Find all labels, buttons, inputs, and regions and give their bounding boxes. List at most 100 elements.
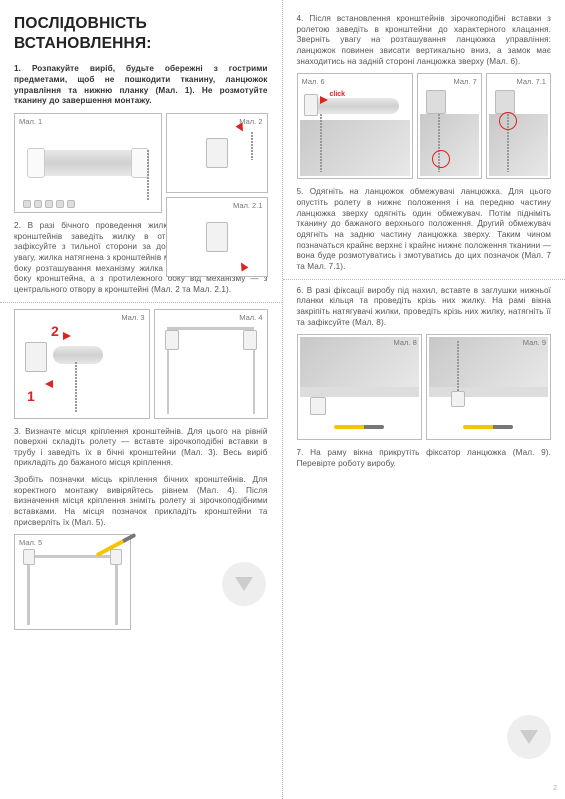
figure-4-graphic xyxy=(157,312,265,416)
chain xyxy=(251,132,253,160)
figure-9-label: Мал. 9 xyxy=(523,338,546,348)
figure-7-graphic xyxy=(420,76,479,176)
step-7-text: 7. На раму вікна прикрутіть фіксатор лан… xyxy=(297,448,552,469)
roller-tube xyxy=(53,346,103,364)
instruction-page: Послідовність встановлення: 1. Розпакуйт… xyxy=(0,0,565,799)
figure-1-label: Мал. 1 xyxy=(19,117,42,127)
figure-3-graphic: 1 2 xyxy=(17,312,147,416)
figure-2-1-label: Мал. 2.1 xyxy=(233,201,262,211)
chain xyxy=(147,150,149,200)
page-number: 2 xyxy=(553,784,557,793)
chain xyxy=(75,362,77,412)
bracket xyxy=(206,222,228,252)
bracket xyxy=(23,549,35,565)
frame-vertical xyxy=(167,350,169,414)
part xyxy=(56,200,64,208)
figure-7-1-graphic xyxy=(489,76,548,176)
arrow-icon xyxy=(63,332,71,340)
figure-row-1: Мал. 1 xyxy=(14,113,268,213)
step-3b-text: Зробіть позначки місць кріплення бічних … xyxy=(14,475,268,528)
roller-end-left xyxy=(27,148,45,178)
figure-5-graphic xyxy=(17,537,128,627)
roller-tube xyxy=(31,150,145,176)
step-1-body: 1. Розпакуйте виріб, будьте обережні з г… xyxy=(14,64,268,105)
figure-2-label: Мал. 2 xyxy=(239,117,262,127)
figure-7-label: Мал. 7 xyxy=(454,77,477,87)
screwdriver-icon xyxy=(463,425,513,429)
chain xyxy=(320,114,322,172)
figure-row-5: Мал. 8 Мал. 9 xyxy=(297,334,552,440)
step-6-text: 6. В разі фіксації виробу під нахил, вст… xyxy=(297,286,552,329)
marker-2: 2 xyxy=(51,322,59,340)
fabric xyxy=(420,114,479,176)
mechanism xyxy=(426,90,446,114)
figure-8-graphic xyxy=(300,337,419,437)
figure-8-label: Мал. 8 xyxy=(394,338,417,348)
figure-7-1: Мал. 7.1 xyxy=(486,73,551,179)
figure-6-graphic: click xyxy=(300,76,410,176)
figure-6-label: Мал. 6 xyxy=(302,77,325,87)
section-divider xyxy=(0,302,282,303)
bracket xyxy=(243,330,257,350)
step-3a-text: 3. Визначте місця кріплення кронштейнів.… xyxy=(14,427,268,470)
frame-vertical xyxy=(115,555,118,625)
small-parts xyxy=(23,200,75,208)
part xyxy=(34,200,42,208)
figure-3: Мал. 3 1 2 xyxy=(14,309,150,419)
figure-3-label: Мал. 3 xyxy=(121,313,144,323)
part xyxy=(23,200,31,208)
highlight-circle xyxy=(432,150,450,168)
step-4-text: 4. Після встановлення кронштейнів зірочк… xyxy=(297,14,552,67)
level-bar xyxy=(167,327,253,330)
watermark-icon xyxy=(507,715,551,759)
bracket xyxy=(110,549,122,565)
arrow-icon xyxy=(320,96,328,104)
figure-9: Мал. 9 xyxy=(426,334,551,440)
click-label: click xyxy=(330,90,346,99)
frame-vertical xyxy=(253,350,255,414)
figure-4: Мал. 4 xyxy=(154,309,268,419)
figure-2: Мал. 2 xyxy=(166,113,267,193)
bottom-bar xyxy=(429,387,548,397)
bracket xyxy=(25,342,47,372)
tensioner xyxy=(310,397,326,415)
watermark-icon xyxy=(222,562,266,606)
screwdriver-icon xyxy=(334,425,384,429)
step-1-text: 1. Розпакуйте виріб, будьте обережні з г… xyxy=(14,64,268,107)
part xyxy=(45,200,53,208)
figure-6: Мал. 6 click xyxy=(297,73,413,179)
highlight-circle xyxy=(499,112,517,130)
arrow-icon xyxy=(237,260,248,271)
figure-2-1-graphic xyxy=(169,200,264,274)
figure-row-3: Мал. 5 xyxy=(14,534,268,630)
arrow-icon xyxy=(45,380,53,388)
fabric xyxy=(300,120,410,176)
chain xyxy=(457,341,459,397)
marker-1: 1 xyxy=(27,387,35,405)
chain-holder xyxy=(451,391,465,407)
left-column: Послідовність встановлення: 1. Розпакуйт… xyxy=(0,0,283,799)
fabric xyxy=(489,114,548,176)
frame-top xyxy=(27,555,118,558)
figure-row-2: Мал. 3 1 2 Мал. 4 xyxy=(14,309,268,419)
bottom-bar xyxy=(300,387,419,397)
bracket xyxy=(165,330,179,350)
watermark-zone xyxy=(135,534,268,630)
figure-2-1: Мал. 2.1 xyxy=(166,197,267,277)
part xyxy=(67,200,75,208)
section-divider xyxy=(283,279,565,280)
step-5-text: 5. Одягніть на ланцюжок обмежувачі ланцю… xyxy=(297,187,552,272)
mechanism xyxy=(495,90,515,114)
figure-4-label: Мал. 4 xyxy=(239,313,262,323)
right-column: 4. Після встановлення кронштейнів зірочк… xyxy=(283,0,565,799)
bracket xyxy=(206,138,228,168)
figure-9-graphic xyxy=(429,337,548,437)
figure-7: Мал. 7 xyxy=(417,73,482,179)
figure-8: Мал. 8 xyxy=(297,334,422,440)
figure-5-label: Мал. 5 xyxy=(19,538,42,548)
figure-2-graphic xyxy=(169,116,264,190)
frame-vertical xyxy=(27,555,30,625)
figure-2-col: Мал. 2 Мал. 2.1 xyxy=(166,113,267,213)
bracket xyxy=(304,94,318,116)
figure-1-graphic xyxy=(17,116,159,210)
